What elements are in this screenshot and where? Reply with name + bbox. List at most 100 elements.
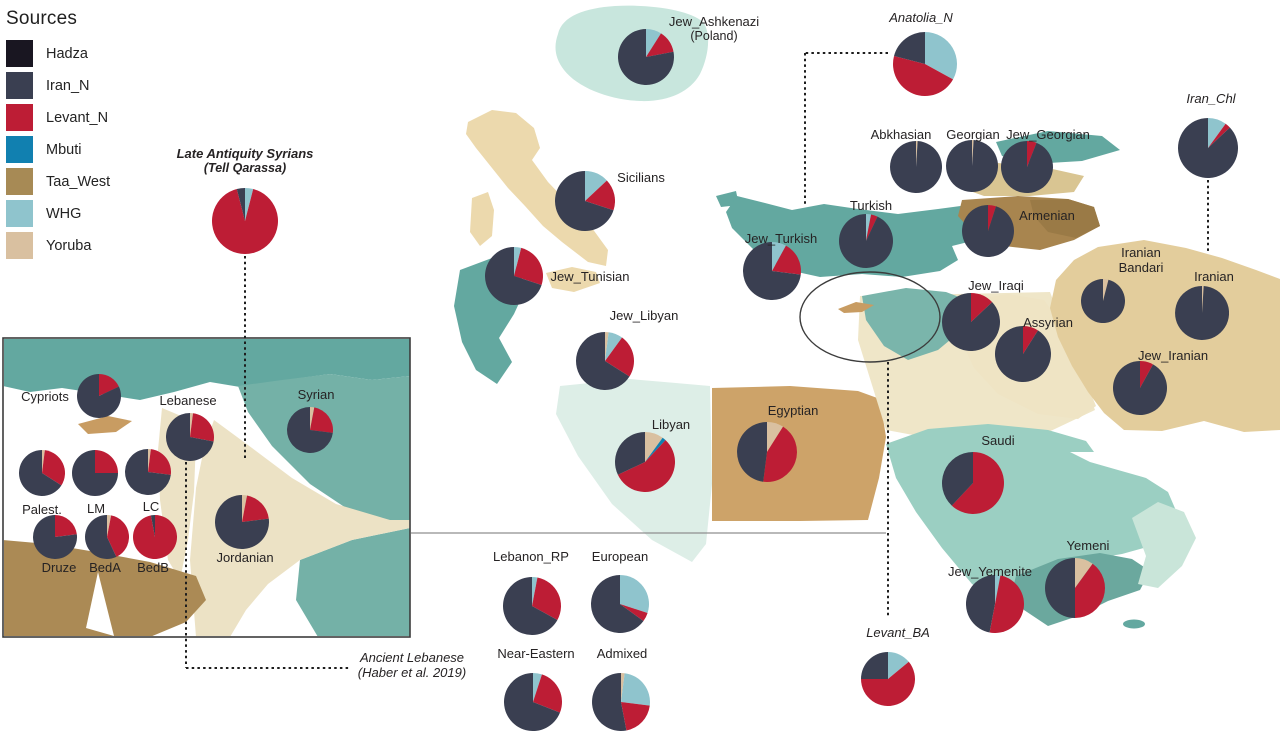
pie-label-jew-georgian: Jew_Georgian	[1006, 127, 1090, 142]
region-egypt	[712, 386, 886, 521]
pie-slice-levant_n	[1140, 361, 1154, 388]
pie-label-line: Turkish	[849, 198, 893, 213]
pie-slice-whg	[1208, 118, 1226, 148]
region-syria	[862, 288, 972, 360]
legend-label: Levant_N	[46, 109, 109, 126]
pie-label-line: BedB	[137, 560, 169, 575]
pie-label-iranian: Iranian	[1194, 269, 1234, 284]
pie-slice-iran_n	[1081, 279, 1125, 323]
pie-slice-yoruba	[972, 140, 974, 166]
pie-near-eastern	[504, 673, 562, 731]
pie-slice-iran_n	[839, 214, 893, 268]
pie-jew-iraqi	[942, 293, 1000, 351]
pie-label-yemeni: Yemeni	[1067, 538, 1110, 553]
annotation-ancient-lebanese: Ancient Lebanese (Haber et al. 2019)	[358, 650, 466, 680]
pie-label-line: Jew_Tunisian	[550, 269, 630, 284]
pie-label-line: Anatolia_N	[889, 10, 953, 25]
pie-label-libyan: Libyan	[652, 417, 690, 432]
region-socotra-island	[1123, 619, 1145, 629]
pie-label-jew-yemenite: Jew_Yemenite	[948, 564, 1032, 579]
pie-slice-whg	[245, 188, 254, 221]
pie-label-line: Lebanese	[159, 393, 217, 408]
sources-legend: Sources Hadza Iran_N Levant_N Mbuti Taa_West…	[6, 8, 110, 264]
pie-slice-whg	[514, 247, 522, 276]
pie-slice-whg	[995, 575, 1001, 604]
pie-slice-whg	[621, 673, 650, 706]
pie-slice-iran_n	[1113, 361, 1167, 415]
legend-row-whg: WHG	[6, 200, 110, 227]
pie-label-line: Abkhasian	[870, 127, 932, 142]
pie-slice-levant_n	[605, 337, 634, 377]
pie-slice-levant_n	[951, 452, 1004, 514]
legend-swatch-levant_n	[6, 104, 33, 131]
pie-slice-levant_n	[95, 450, 118, 473]
legend-label: WHG	[46, 205, 82, 222]
pie-lebanese	[166, 413, 214, 461]
pie-jordanian	[215, 495, 269, 549]
pie-label-line: Near-Eastern	[497, 646, 575, 661]
pie-slice-levant_n	[646, 33, 674, 57]
pie-slice-iran_n	[150, 515, 155, 537]
pie-iranian-bandari	[1081, 279, 1125, 323]
pie-slice-iran_n	[942, 293, 1000, 351]
pie-label-egyptian: Egyptian	[768, 403, 819, 418]
pie-label-line: Egyptian	[767, 403, 819, 418]
pie-slice-iran_n	[503, 577, 558, 635]
pie-slice-iran_n	[72, 450, 118, 496]
pie-slice-levant_n	[617, 440, 675, 492]
pie-slice-whg	[646, 29, 661, 57]
pie-egyptian	[737, 422, 797, 482]
pie-label-tell-qarassa: Late Antiquity Syrians (Tell Qarassa)	[177, 146, 314, 176]
pie-label-admixed: Admixed	[597, 646, 648, 661]
legend-items: Hadza Iran_N Levant_N Mbuti Taa_West WHG Yorub…	[6, 40, 110, 259]
region-oman	[1132, 502, 1196, 588]
pie-slice-levant_n	[1027, 141, 1037, 167]
pie-slice-levant_n	[532, 577, 561, 620]
levant-highlight-ellipse	[799, 271, 941, 363]
pie-slice-levant_n	[989, 575, 1024, 633]
legend-swatch-mbuti	[6, 136, 33, 163]
pie-slice-levant_n	[107, 515, 129, 557]
pie-label-line: LC	[142, 499, 160, 514]
region-sardinia	[470, 192, 494, 246]
pie-slice-iran_n	[19, 450, 62, 496]
pie-label-line: Jew_Turkish	[744, 231, 818, 246]
inset-region-desert	[190, 420, 410, 636]
pie-slice-levant_n	[148, 449, 171, 475]
pie-slice-levant_n	[55, 515, 77, 537]
pie-label-armenian: Armenian	[1019, 208, 1075, 223]
pie-slice-yoruba	[1202, 286, 1204, 313]
legend-row-levant_n: Levant_N	[6, 104, 110, 131]
pie-slice-yoruba	[621, 673, 625, 702]
pie-label-lebanese: Lebanese	[159, 393, 216, 408]
pie-label-lm: LM	[87, 501, 105, 516]
pie-label-iran-chl: Iran_Chl	[1186, 91, 1235, 106]
pie-slice-iran_n	[576, 332, 630, 390]
pie-european	[591, 575, 649, 633]
pie-slice-yoruba	[605, 332, 609, 361]
pie-label-druze: Druze	[42, 560, 77, 575]
pie-label-jew-iranian: Jew_Iranian	[1138, 348, 1208, 363]
pie-label-jew-tunisian: Jew_Tunisian	[550, 269, 629, 284]
pie-lc	[125, 449, 171, 495]
pie-label-turkish: Turkish	[850, 198, 892, 213]
legend-swatch-hadza	[6, 40, 33, 67]
pie-label-levant-ba: Levant_BA	[866, 625, 930, 640]
pie-label-line: Yemeni	[1066, 538, 1110, 553]
pie-label-georgian: Georgian	[946, 127, 999, 142]
pie-label-line: LM	[86, 501, 106, 516]
pie-slice-levant_n	[893, 56, 954, 96]
pie-slice-iran_n	[215, 495, 269, 549]
pie-slice-yoruba	[645, 432, 663, 462]
pie-slice-yoruba	[42, 450, 45, 473]
pie-label-line: Jew_Georgian	[1006, 127, 1090, 142]
pie-jew-turkish	[743, 242, 801, 300]
pie-iran-chl	[1178, 118, 1238, 178]
pie-slice-iran_n	[618, 29, 674, 85]
pie-label-assyrian: Assyrian	[1023, 315, 1073, 330]
pie-slice-iran_n	[737, 422, 767, 482]
pie-lebanon-rp	[503, 577, 561, 635]
pie-slice-whg	[585, 171, 607, 201]
pie-label-european: European	[592, 549, 648, 564]
